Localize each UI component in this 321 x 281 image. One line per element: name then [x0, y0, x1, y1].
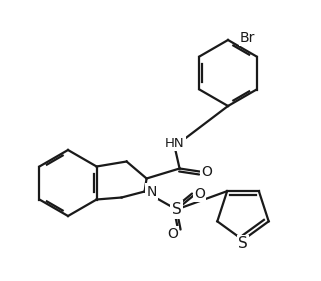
Text: O: O [201, 164, 212, 178]
Text: N: N [147, 185, 157, 198]
Text: HN: HN [165, 137, 184, 150]
Text: S: S [238, 237, 248, 251]
Text: Br: Br [240, 31, 256, 45]
Text: S: S [172, 202, 181, 217]
Text: O: O [194, 187, 205, 201]
Text: O: O [167, 228, 178, 241]
